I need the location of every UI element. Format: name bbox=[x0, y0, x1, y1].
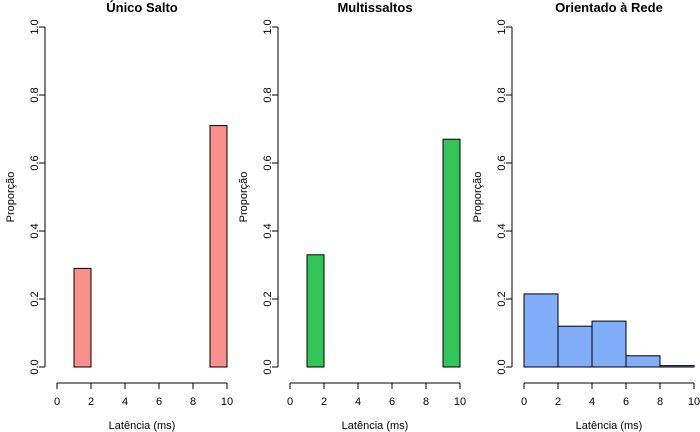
histogram-bar bbox=[523, 293, 559, 368]
y-tick-label: 0.6 bbox=[262, 155, 274, 170]
x-tick-label: 2 bbox=[88, 396, 94, 408]
x-tick-label: 2 bbox=[321, 396, 327, 408]
x-tick-label: 6 bbox=[389, 396, 395, 408]
x-tick-label: 10 bbox=[688, 396, 700, 408]
y-tick-label: 0.4 bbox=[262, 223, 274, 238]
y-tick-label: 0.2 bbox=[496, 291, 508, 306]
y-axis-label: Proporção bbox=[472, 172, 484, 223]
histogram-bar bbox=[73, 267, 92, 368]
histogram-bar bbox=[659, 365, 695, 368]
x-tick-label: 0 bbox=[54, 396, 60, 408]
y-tick-label: 0.0 bbox=[496, 359, 508, 374]
x-tick-label: 8 bbox=[190, 396, 196, 408]
x-tick-label: 0 bbox=[521, 396, 527, 408]
histogram-bar bbox=[625, 355, 661, 368]
x-tick-label: 8 bbox=[423, 396, 429, 408]
x-tick-label: 4 bbox=[122, 396, 128, 408]
x-axis-label: Latência (ms) bbox=[342, 420, 409, 432]
y-tick-label: 1.0 bbox=[262, 19, 274, 34]
histogram-bar bbox=[209, 125, 228, 368]
y-tick-label: 0.8 bbox=[29, 87, 41, 102]
chart-panel-multissaltos: Multissaltos 0.0 0.2 0.4 0.6 0.8 1.0 0 2 4 6 8 10 Lat… bbox=[238, 0, 466, 432]
x-tick-label: 4 bbox=[589, 396, 595, 408]
y-tick-label: 0.4 bbox=[29, 223, 41, 238]
chart-panel-orientado-rede: Orientado à Rede 0.0 0.2 0.4 0.6 0.8 1.0 0 2 4 6 8 1… bbox=[472, 0, 700, 432]
chart-title: Único Salto bbox=[106, 0, 178, 15]
y-tick-label: 0.6 bbox=[496, 155, 508, 170]
x-tick-label: 10 bbox=[454, 396, 466, 408]
histogram-bar bbox=[306, 254, 325, 368]
y-tick-label: 0.8 bbox=[262, 87, 274, 102]
y-tick-label: 0.0 bbox=[29, 359, 41, 374]
x-tick-label: 8 bbox=[657, 396, 663, 408]
x-tick-label: 0 bbox=[287, 396, 293, 408]
y-tick-label: 0.4 bbox=[496, 223, 508, 238]
x-tick-label: 2 bbox=[555, 396, 561, 408]
chart-title: Orientado à Rede bbox=[555, 0, 663, 15]
y-tick-label: 0.8 bbox=[496, 87, 508, 102]
x-axis-label: Latência (ms) bbox=[576, 420, 643, 432]
histogram-bar bbox=[557, 325, 593, 368]
x-axis-label: Latência (ms) bbox=[109, 420, 176, 432]
histogram-bar bbox=[591, 320, 627, 368]
y-tick-label: 0.6 bbox=[29, 155, 41, 170]
x-tick-label: 6 bbox=[623, 396, 629, 408]
y-tick-label: 0.2 bbox=[262, 291, 274, 306]
y-axis-label: Proporção bbox=[5, 172, 17, 223]
y-tick-label: 0.2 bbox=[29, 291, 41, 306]
x-tick-label: 6 bbox=[156, 396, 162, 408]
x-tick-label: 10 bbox=[221, 396, 233, 408]
y-axis-label: Proporção bbox=[238, 172, 250, 223]
y-tick-label: 1.0 bbox=[496, 19, 508, 34]
y-tick-label: 1.0 bbox=[29, 19, 41, 34]
y-tick-label: 0.0 bbox=[262, 359, 274, 374]
x-tick-label: 4 bbox=[355, 396, 361, 408]
chart-title: Multissaltos bbox=[337, 0, 412, 15]
chart-panel-unico-salto: Único Salto 0.0 0.2 0.4 0.6 0.8 1.0 0 2 4 6 8 10 Latê… bbox=[5, 0, 233, 432]
histogram-bar bbox=[442, 138, 461, 368]
